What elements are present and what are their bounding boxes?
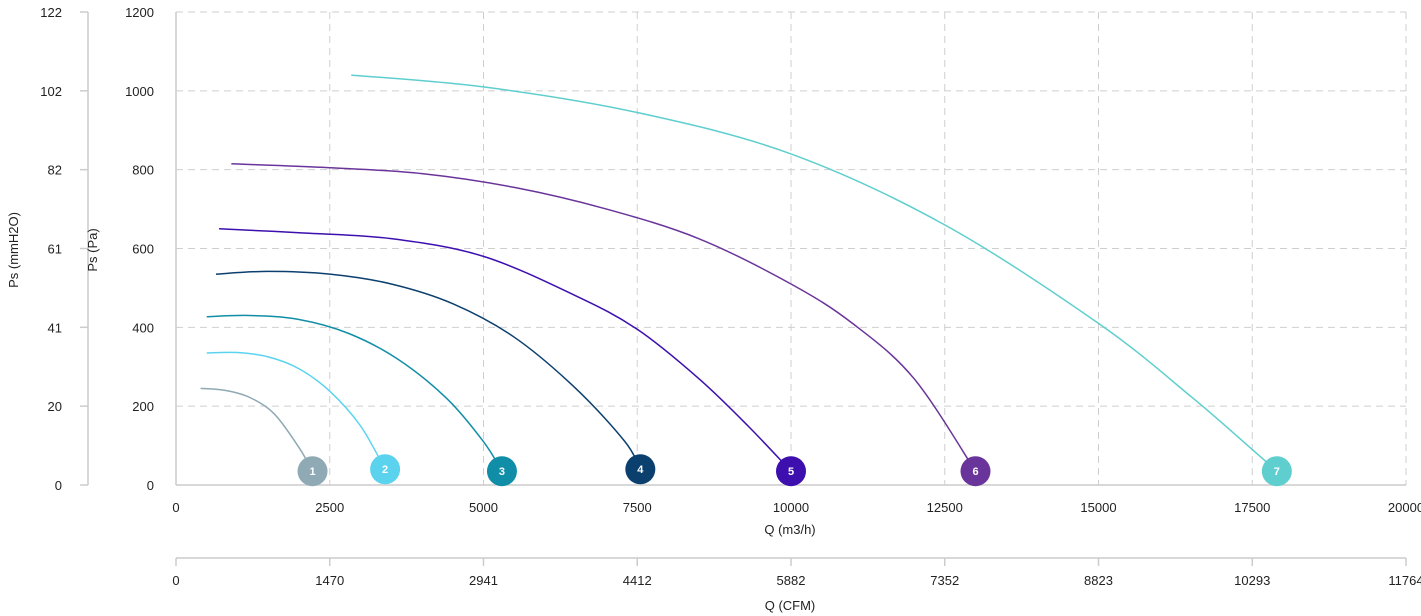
curve-badge-label-1: 1 (309, 466, 315, 478)
y-tick-label: 200 (132, 399, 154, 414)
curve-badge-3 (486, 456, 517, 487)
x-tick-label: 10000 (773, 500, 809, 515)
grid-lines (176, 11, 1407, 485)
y-tick-label: 0 (147, 478, 154, 493)
x-tick-label: 5000 (469, 500, 498, 515)
x-tick-label: 2500 (315, 500, 344, 515)
fan-curve-3 (206, 314, 503, 472)
y2-tick-label: 82 (48, 163, 62, 178)
x-tick-label: 17500 (1234, 500, 1270, 515)
y2-tick-label: 41 (48, 320, 62, 335)
curve-badge-1 (297, 456, 328, 487)
y-tick-label: 800 (132, 163, 154, 178)
fan-curve-7 (351, 74, 1278, 472)
y2-tick-label: 122 (40, 5, 62, 20)
y2-tick-label: 0 (55, 478, 62, 493)
x-tick-label: 0 (172, 500, 179, 515)
x2-tick-label: 2941 (469, 573, 498, 588)
x2-tick-label: 7352 (930, 573, 959, 588)
curve-badges: 1 2 3 4 5 6 7 (297, 454, 1292, 487)
curve-badge-label-4: 4 (637, 464, 644, 476)
x2-tick-label: 8823 (1084, 573, 1113, 588)
x-axis-title: Q (m3/h) (764, 522, 815, 537)
fan-curve-1 (200, 387, 314, 472)
fan-curve-6 (231, 163, 977, 472)
curve-badge-label-5: 5 (788, 466, 794, 478)
curve-badge-6 (960, 456, 991, 487)
x-tick-label: 12500 (927, 500, 963, 515)
curve-badge-5 (776, 456, 806, 487)
x-tick-label: 15000 (1080, 500, 1116, 515)
y-tick-label: 600 (132, 242, 154, 257)
curve-badge-7 (1261, 456, 1292, 487)
x2-tick-label: 4412 (623, 573, 652, 588)
y2-tick-label: 20 (48, 399, 62, 414)
curve-badge-4 (625, 454, 656, 485)
x2-axis-title: Q (CFM) (765, 598, 816, 613)
y-axis-title: Ps (Pa) (85, 228, 100, 271)
fan-curve-2 (206, 351, 386, 470)
y-tick-label: 1200 (125, 5, 154, 20)
y2-axis-title: Ps (mmH2O) (6, 212, 21, 288)
y-tick-label: 400 (132, 320, 154, 335)
fan-curves (200, 74, 1278, 472)
x2-tick-label: 0 (172, 573, 179, 588)
fan-curve-4 (215, 270, 641, 470)
y-tick-label: 1000 (125, 84, 154, 99)
curve-badge-label-3: 3 (499, 466, 505, 478)
curve-badge-label-6: 6 (972, 466, 978, 478)
curve-badge-2 (370, 454, 401, 485)
curve-badge-label-7: 7 (1274, 466, 1280, 478)
axes: 0 2500 5000 7500 10000 12500 15000 17500 2000002… (40, 5, 1421, 588)
curve-badge-label-2: 2 (382, 464, 388, 476)
y2-tick-label: 102 (40, 84, 62, 99)
y2-tick-label: 61 (48, 242, 62, 257)
x2-tick-label: 10293 (1234, 573, 1270, 588)
x2-tick-label: 1470 (315, 573, 344, 588)
x2-tick-label: 11764 (1388, 573, 1421, 588)
fan-curve-5 (219, 228, 792, 472)
x2-tick-label: 5882 (777, 573, 806, 588)
x-tick-label: 20000 (1388, 500, 1421, 515)
x-tick-label: 7500 (623, 500, 652, 515)
